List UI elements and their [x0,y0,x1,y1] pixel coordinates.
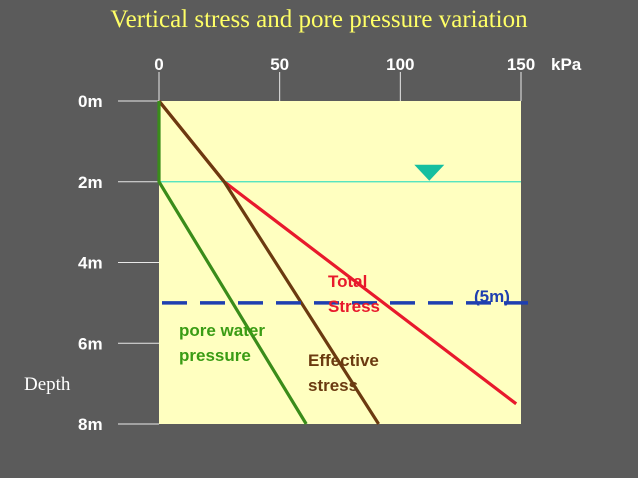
effective-stress-label: stress [308,376,358,395]
x-axis-unit: kPa [551,55,582,74]
x-tick-label: 100 [386,55,414,74]
plot-area [159,101,521,424]
pore-water-pressure-label: pressure [179,346,251,365]
y-axis-label: Depth [24,374,71,395]
total-stress-label: Stress [328,297,380,316]
series-layer [157,99,518,425]
y-tick-label: 6m [78,334,103,353]
x-tick-label: 0 [154,55,163,74]
x-tick-label: 150 [507,55,535,74]
x-tick-label: 50 [270,55,289,74]
chart-title: Vertical stress and pore pressure variat… [110,6,528,33]
pore-water-pressure-line [157,101,308,425]
y-tick-label: 2m [78,173,103,192]
effective-stress-line [157,99,380,425]
water-table-marker [414,164,445,181]
pore-water-pressure-label: pore water [179,321,265,340]
reference-depth-label: (5m) [474,287,510,306]
y-tick-label: 8m [78,415,103,434]
axis-layer: 0 50 100 150 0m 2m 4m 6m 8m [78,55,535,434]
y-tick-label: 4m [78,254,103,273]
total-stress-label: Total [328,272,367,291]
series-labels: Total Stress Effective stress pore water pres… [179,272,380,395]
y-tick-label: 0m [78,92,103,111]
effective-stress-label: Effective [308,351,379,370]
